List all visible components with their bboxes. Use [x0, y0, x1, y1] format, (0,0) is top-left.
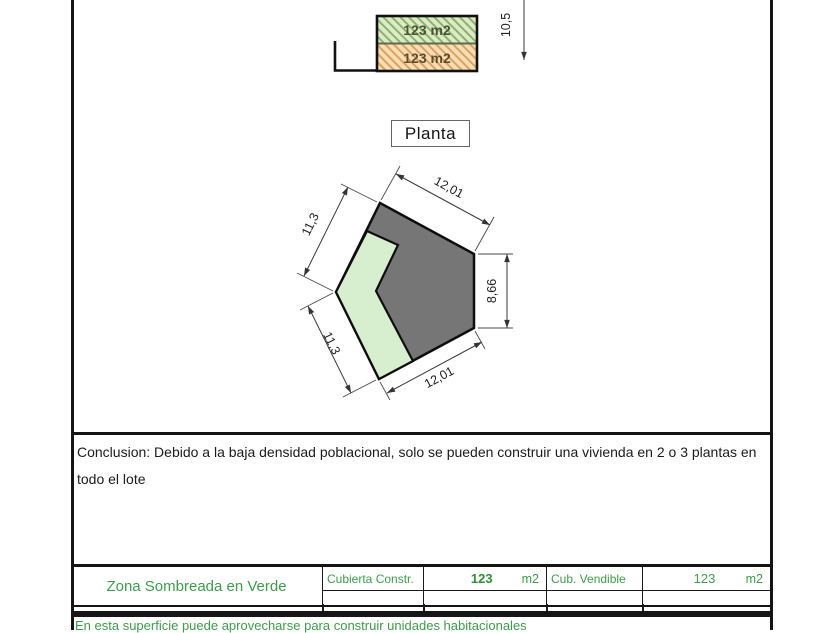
footer-note: En esta superficie puede aprovecharse pa…	[75, 618, 527, 633]
section-outline	[375, 14, 479, 73]
dimension-line	[307, 305, 352, 394]
dimension-top-right: 12,01	[380, 165, 495, 252]
section-wall-bracket	[333, 41, 377, 72]
dimension-right: 8,66	[478, 253, 513, 329]
dimension-label: 8,66	[485, 279, 499, 303]
extension-line	[340, 183, 378, 203]
section-upper-hatched-area	[377, 16, 477, 44]
section-lower-hatched-area	[377, 43, 477, 71]
conclusion-box: Conclusion: Debido a la baja densidad po…	[71, 432, 770, 562]
vendible-header: Cub. Vendible	[551, 571, 626, 586]
dimension-label: 11,3	[320, 330, 343, 357]
vendible-header-cell: Cub. Vendible	[546, 567, 642, 590]
dimension-label: 10,5	[499, 13, 513, 37]
table-column-stub	[423, 604, 425, 612]
summary-table: Zona Sombreada en Verde Cubierta Constr.…	[71, 564, 770, 607]
extension-line	[342, 379, 377, 398]
zone-label: Zona Sombreada en Verde	[106, 577, 287, 595]
vendible-value-cell: 123 m2	[642, 567, 770, 590]
section-upper-area-label: 123 m2	[403, 22, 451, 38]
empty-cell	[322, 590, 423, 605]
plan-view: 12,01 11,3 8,66 11,3 12,01	[296, 165, 513, 401]
sheet-right-border	[770, 0, 773, 630]
dimension-line	[395, 173, 491, 226]
extension-line	[379, 381, 391, 401]
sheet-left-border	[71, 0, 74, 630]
zone-label-cell: Zona Sombreada en Verde	[71, 567, 322, 605]
cubierta-value: 123	[470, 571, 493, 586]
table-column-stub	[546, 604, 548, 612]
plan-title-label: Planta	[404, 123, 457, 143]
dimension-line	[303, 186, 349, 277]
conclusion-text-line2: todo el lote	[77, 471, 146, 487]
extension-line	[380, 165, 401, 201]
section-height-dimension: 10,5	[499, 0, 527, 60]
section-view: 123 m2 123 m2 10,5	[333, 0, 527, 73]
extension-line	[474, 216, 495, 252]
vendible-value: 123	[693, 571, 716, 586]
cubierta-header: Cubierta Constr.	[327, 571, 414, 586]
dimension-label: 12,01	[422, 364, 456, 391]
section-divider-bar	[71, 611, 770, 617]
dimension-label: 11,3	[299, 211, 322, 238]
dimension-label: 12,01	[432, 174, 466, 201]
empty-cell	[546, 590, 642, 605]
section-lower-area-label: 123 m2	[403, 50, 451, 66]
conclusion-text-line1: Conclusion: Debido a la baja densidad po…	[77, 444, 757, 460]
extension-line	[474, 330, 486, 350]
empty-cell	[423, 590, 546, 605]
table-column-stub	[642, 604, 644, 612]
extension-line	[299, 292, 334, 311]
plan-title-box: Planta	[391, 120, 470, 147]
cubierta-value-cell: 123 m2	[423, 567, 546, 590]
table-column-stub	[322, 604, 324, 612]
cubierta-unit: m2	[521, 571, 539, 586]
cubierta-header-cell: Cubierta Constr.	[322, 567, 423, 590]
vendible-unit: m2	[745, 571, 763, 586]
empty-cell	[642, 590, 770, 605]
dimension-line	[386, 341, 483, 394]
extension-line	[296, 272, 334, 292]
